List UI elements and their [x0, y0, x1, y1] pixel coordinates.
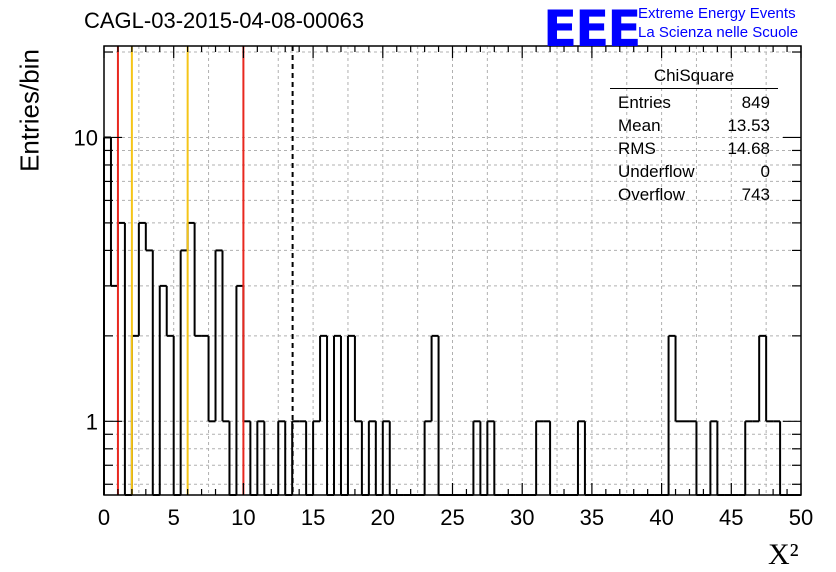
- x-tick-label: 15: [301, 505, 325, 530]
- x-axis-label: X²: [768, 538, 799, 571]
- stats-row: Underflow 0: [610, 160, 778, 183]
- x-tick-label: 45: [719, 505, 743, 530]
- logo-line-2: La Scienza nelle Scuole: [638, 24, 799, 41]
- x-tick-label: 10: [231, 505, 255, 530]
- y-tick-label: 10: [74, 125, 98, 150]
- stats-label: Mean: [618, 116, 661, 135]
- stats-label: Underflow: [618, 162, 695, 181]
- stats-value: 13.53: [727, 116, 770, 135]
- logo-line-1: Extreme Energy Events: [638, 5, 796, 22]
- stats-row: RMS 14.68: [610, 137, 778, 160]
- stats-value: 743: [741, 185, 770, 204]
- x-tick-label: 0: [98, 505, 110, 530]
- x-tick-label: 35: [580, 505, 604, 530]
- x-tick-label: 20: [371, 505, 395, 530]
- eee-logo: EEE: [543, 0, 641, 58]
- eee-logo-text: Extreme Energy Events La Scienza nelle S…: [638, 4, 798, 42]
- x-tick-label: 30: [510, 505, 534, 530]
- stats-row: Mean 13.53: [610, 114, 778, 137]
- x-tick-label: 25: [440, 505, 464, 530]
- stats-label: RMS: [618, 139, 656, 158]
- stats-value: 14.68: [727, 139, 770, 158]
- stats-label: Overflow: [618, 185, 686, 204]
- x-tick-label: 5: [168, 505, 180, 530]
- stats-label: Entries: [618, 93, 671, 112]
- chart-title: CAGL-03-2015-04-08-00063: [84, 8, 365, 33]
- stats-row: Overflow 743: [610, 183, 778, 206]
- y-axis-label: Entries/bin: [14, 49, 45, 172]
- x-tick-label: 40: [649, 505, 673, 530]
- stats-value: 0: [760, 162, 770, 181]
- stats-value: 849: [741, 93, 770, 112]
- stats-title: ChiSquare: [610, 66, 778, 89]
- stats-row: Entries 849: [610, 91, 778, 114]
- x-tick-label: 50: [789, 505, 813, 530]
- y-tick-label: 1: [86, 409, 98, 434]
- stats-box: ChiSquare Entries 849 Mean 13.53 RMS 14.68 Und…: [610, 66, 778, 206]
